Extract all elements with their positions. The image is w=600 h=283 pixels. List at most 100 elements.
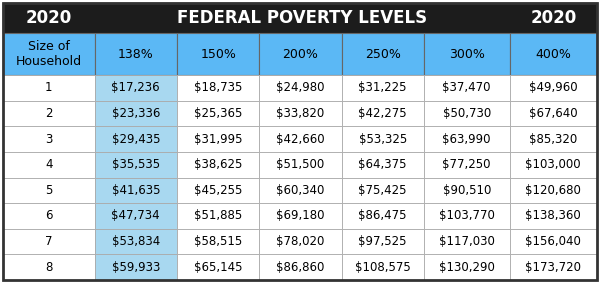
Bar [509,33,597,75]
Text: $35,535: $35,535 [112,158,160,171]
Bar [95,203,177,229]
Text: $63,990: $63,990 [442,132,491,145]
Bar [95,229,177,254]
Text: $23,336: $23,336 [112,107,160,120]
Bar [3,177,95,203]
Text: Size of
Household: Size of Household [16,40,82,68]
Text: $51,885: $51,885 [194,209,242,222]
Bar [341,254,424,280]
Text: $103,000: $103,000 [526,158,581,171]
Bar [3,33,95,75]
Bar [177,177,259,203]
Text: $45,255: $45,255 [194,184,242,197]
Bar [509,203,597,229]
Bar [177,126,259,152]
Text: $97,525: $97,525 [358,235,407,248]
Text: $31,995: $31,995 [194,132,242,145]
Bar [341,75,424,101]
Text: $58,515: $58,515 [194,235,242,248]
Text: $117,030: $117,030 [439,235,494,248]
Text: 3: 3 [45,132,53,145]
Text: $53,325: $53,325 [359,132,407,145]
Bar [3,101,95,126]
Bar [259,75,341,101]
Text: $51,500: $51,500 [276,158,325,171]
Text: $86,475: $86,475 [358,209,407,222]
Bar [509,177,597,203]
Bar [424,254,509,280]
Text: $85,320: $85,320 [529,132,577,145]
Text: FEDERAL POVERTY LEVELS: FEDERAL POVERTY LEVELS [177,9,427,27]
Bar [341,126,424,152]
Text: $53,834: $53,834 [112,235,160,248]
Text: $33,820: $33,820 [276,107,325,120]
Text: $37,470: $37,470 [442,81,491,94]
Text: $90,510: $90,510 [443,184,491,197]
Text: 2: 2 [45,107,53,120]
Bar [177,254,259,280]
Bar [341,203,424,229]
Bar [177,203,259,229]
Text: $59,933: $59,933 [112,261,160,274]
Bar [259,254,341,280]
Bar [259,101,341,126]
Bar [424,126,509,152]
Text: $78,020: $78,020 [276,235,325,248]
Text: 2020: 2020 [26,9,72,27]
Bar [341,152,424,177]
Text: $138,360: $138,360 [526,209,581,222]
Bar [95,152,177,177]
Text: 400%: 400% [535,48,571,61]
Bar [95,75,177,101]
Text: $24,980: $24,980 [276,81,325,94]
Bar [3,203,95,229]
Bar [509,152,597,177]
Text: 138%: 138% [118,48,154,61]
Bar [177,229,259,254]
Text: $86,860: $86,860 [276,261,325,274]
Bar [424,75,509,101]
Text: $29,435: $29,435 [112,132,160,145]
Text: $60,340: $60,340 [276,184,325,197]
Text: $173,720: $173,720 [525,261,581,274]
Bar [509,126,597,152]
Text: $69,180: $69,180 [276,209,325,222]
Bar [3,126,95,152]
Text: $50,730: $50,730 [443,107,491,120]
Bar [259,33,341,75]
Text: 2020: 2020 [530,9,577,27]
Text: $47,734: $47,734 [112,209,160,222]
Text: $17,236: $17,236 [112,81,160,94]
Bar [509,101,597,126]
Bar [424,152,509,177]
Bar [341,177,424,203]
Text: $156,040: $156,040 [526,235,581,248]
Bar [424,229,509,254]
Bar [177,33,259,75]
Text: 150%: 150% [200,48,236,61]
Bar [95,177,177,203]
Text: 1: 1 [45,81,53,94]
Text: 8: 8 [45,261,53,274]
Text: $103,770: $103,770 [439,209,494,222]
Bar [259,177,341,203]
Bar [341,33,424,75]
Bar [424,33,509,75]
Bar [509,75,597,101]
Bar [95,33,177,75]
Text: $130,290: $130,290 [439,261,494,274]
Bar [259,229,341,254]
Bar [177,152,259,177]
Text: $38,625: $38,625 [194,158,242,171]
Bar [3,3,597,33]
Bar [424,101,509,126]
Bar [95,101,177,126]
Bar [341,229,424,254]
Text: $75,425: $75,425 [358,184,407,197]
Bar [259,126,341,152]
Text: $64,375: $64,375 [358,158,407,171]
Bar [3,254,95,280]
Text: $25,365: $25,365 [194,107,242,120]
Bar [509,254,597,280]
Bar [3,75,95,101]
